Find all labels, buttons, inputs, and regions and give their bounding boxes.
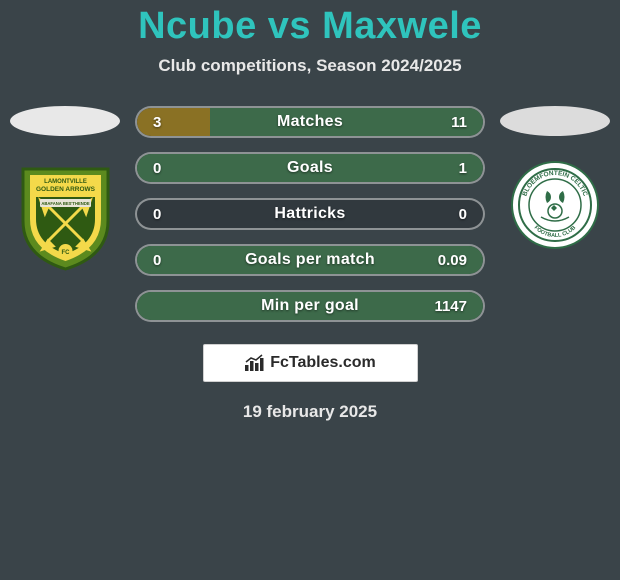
brand-badge[interactable]: FcTables.com <box>203 344 418 382</box>
stat-label: Matches <box>277 113 343 131</box>
stat-label: Hattricks <box>274 205 345 223</box>
title-right: Maxwele <box>322 5 482 47</box>
svg-text:FC: FC <box>61 250 70 256</box>
stat-bar: 0 Goals per match 0.09 <box>135 244 485 276</box>
stat-value-right: 1 <box>459 160 467 177</box>
stat-label: Goals per match <box>245 251 375 269</box>
title-vs: vs <box>268 5 311 47</box>
comparison-row: LAMONTVILLE GOLDEN ARROWS ABAFANA BES'TH… <box>0 106 620 322</box>
stat-value-left: 3 <box>153 114 161 131</box>
page-title: Ncube vs Maxwele <box>0 5 620 48</box>
brand-text: FcTables.com <box>270 354 376 372</box>
stat-bar: 0 Goals 1 <box>135 152 485 184</box>
stat-fill-right <box>210 108 483 136</box>
stat-value-left: 0 <box>153 160 161 177</box>
stat-value-right: 0 <box>459 206 467 223</box>
stat-label: Goals <box>287 159 333 177</box>
svg-text:LAMONTVILLE: LAMONTVILLE <box>44 179 87 185</box>
left-player-avatar-placeholder <box>10 106 120 136</box>
stat-value-left: 0 <box>153 252 161 269</box>
stat-fill-left <box>137 108 210 136</box>
stat-value-right: 0.09 <box>438 252 467 269</box>
stat-bar: 0 Hattricks 0 <box>135 198 485 230</box>
date-line: 19 february 2025 <box>0 402 620 422</box>
stat-label: Min per goal <box>261 297 359 315</box>
left-player-column: LAMONTVILLE GOLDEN ARROWS ABAFANA BES'TH… <box>5 106 125 271</box>
right-club-crest: BLOEMFONTEIN CELTIC FOOTBALL CLUB <box>511 161 599 249</box>
right-player-column: BLOEMFONTEIN CELTIC FOOTBALL CLUB <box>495 106 615 249</box>
right-player-avatar-placeholder <box>500 106 610 136</box>
svg-text:GOLDEN ARROWS: GOLDEN ARROWS <box>36 186 96 193</box>
stat-bar: Min per goal 1147 <box>135 290 485 322</box>
stat-bar: 3 Matches 11 <box>135 106 485 138</box>
stat-value-right: 1147 <box>434 298 467 315</box>
left-club-crest: LAMONTVILLE GOLDEN ARROWS ABAFANA BES'TH… <box>18 161 113 271</box>
title-left: Ncube <box>138 5 257 47</box>
stat-value-left: 0 <box>153 206 161 223</box>
svg-text:ABAFANA BES'THENDE: ABAFANA BES'THENDE <box>41 201 90 206</box>
stats-column: 3 Matches 11 0 Goals 1 0 Hattricks 0 0 Goals per m… <box>135 106 485 322</box>
subtitle: Club competitions, Season 2024/2025 <box>0 56 620 76</box>
bar-chart-icon <box>244 354 266 372</box>
stat-value-right: 11 <box>451 114 467 131</box>
